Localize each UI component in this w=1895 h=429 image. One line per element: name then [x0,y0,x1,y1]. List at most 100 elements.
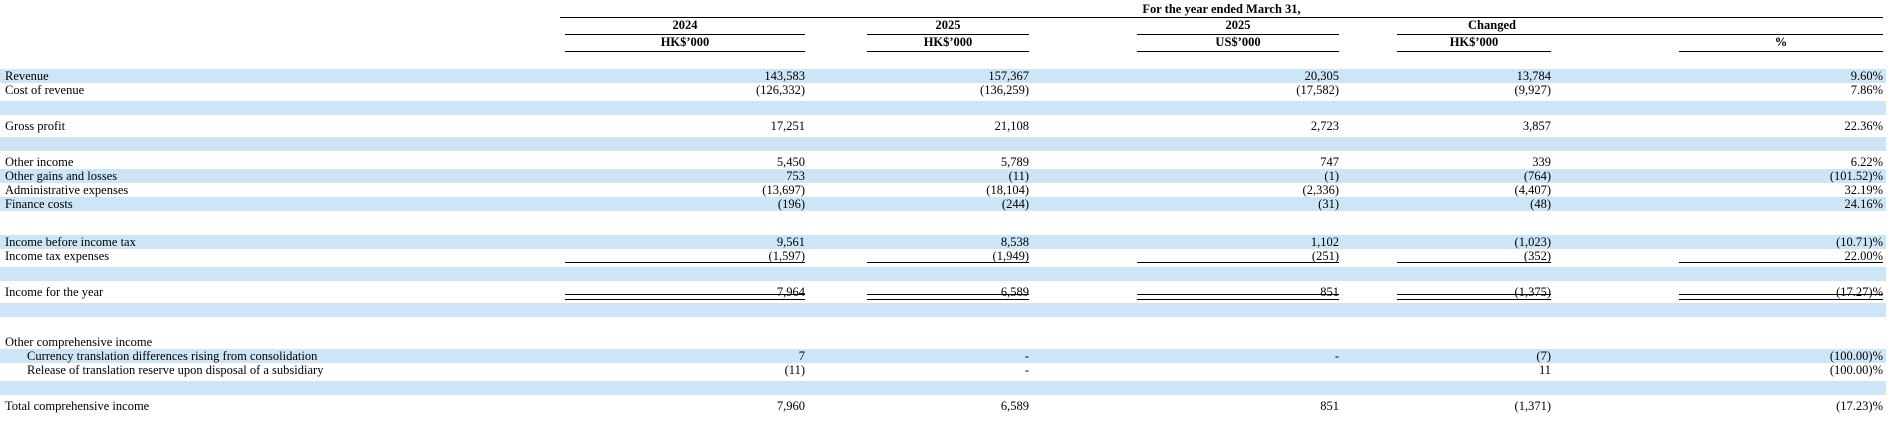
row-label: Income before income tax [5,235,136,249]
year-header-2024: 2024 [505,18,815,35]
table-row: Total comprehensive income 7,960 6,589 851 (… [0,399,1895,413]
single-subtotal-rule [1137,262,1339,263]
row-label: Currency translation differences rising … [27,349,318,363]
cell-value: 2,723 [1310,119,1339,133]
table-row: Cost of revenue (126,332) (136,259) (17,582… [0,83,1895,97]
cell-value: (1,375) [1347,285,1559,300]
cell-value [1347,335,1559,349]
cell-value: 17,251 [770,119,805,133]
cell-value: 22.36% [1844,119,1883,133]
cell-value: (1,023) [1514,235,1551,249]
single-subtotal-rule [1397,262,1551,263]
cell-value: (352) [1347,249,1559,263]
unit-header-2025-usd: US$’000 [1037,35,1347,52]
spacer-row [0,137,1895,151]
cell-value: 1,102 [1310,235,1339,249]
header-body-gap [0,52,1895,69]
header-label-spacer [0,2,505,18]
year-header-2025-usd-label: 2025 [1137,18,1339,35]
cell-value: 6,589 [815,285,1037,300]
unit-header-2025-usd-label: US$’000 [1137,35,1339,52]
cell-value: 339 [1532,155,1551,169]
cell-value: (100.00)% [1829,363,1883,377]
unit-header-changed-hkd: HK$’000 [1347,35,1559,52]
spacer-row [0,303,1895,317]
changed-header-rule [1397,34,1883,35]
cell-value: 9,561 [776,235,805,249]
cell-value: 21,108 [994,119,1029,133]
cell-value: (126,332) [756,83,805,97]
cell-value: 22.00% [1559,249,1895,263]
table-row: Revenue 143,583 157,367 20,305 13,784 9.60% [0,69,1895,83]
cell-value: (17.27)% [1559,285,1895,300]
cell-value: 24.16% [1844,197,1883,211]
cell-value: 143,583 [764,69,805,83]
table-row: Other comprehensive income [0,335,1895,349]
cell-value: (11) [784,363,805,377]
unit-header-2024: HK$’000 [505,35,815,52]
header-label-spacer [0,18,505,35]
cell-value: 747 [1320,155,1339,169]
spacer-row [0,267,1895,281]
cell-value [815,335,1037,349]
row-label: Other gains and losses [5,169,118,183]
table-row: Gross profit 17,251 21,108 2,723 3,857 22.36% [0,119,1895,133]
cell-value: (764) [1523,169,1551,183]
table-row: Income before income tax 9,561 8,538 1,102 (… [0,235,1895,249]
table-row: Income tax expenses (1,597) (1,949) (251) (3… [0,249,1895,263]
spacer-row [0,381,1895,395]
cell-value: (10.71)% [1836,235,1883,249]
cell-value: 753 [786,169,805,183]
spacer-row [0,101,1895,115]
cell-value: 9.60% [1850,69,1883,83]
cell-value: 5,450 [776,155,805,169]
cell-value: 32.19% [1844,183,1883,197]
cell-value: - [1024,363,1029,377]
cell-value: (1,371) [1514,399,1551,413]
cell-value [505,335,815,349]
cell-value: (4,407) [1514,183,1551,197]
double-total-rule [565,294,805,300]
table-row: Administrative expenses (13,697) (18,104) (… [0,183,1895,197]
cell-value: (1,949) [815,249,1037,263]
double-total-rule [867,294,1029,300]
table-header-unit-row: HK$’000 HK$’000 US$’000 HK$’000 % [0,35,1895,52]
year-header-2025-hkd-label: 2025 [867,18,1029,35]
unit-header-percent-label: % [1679,35,1883,52]
cell-value: 5,789 [1000,155,1029,169]
single-subtotal-rule [867,262,1029,263]
row-label: Other comprehensive income [5,335,153,349]
row-label: Administrative expenses [5,183,129,197]
cell-value: (251) [1037,249,1347,263]
cell-value: (1,597) [505,249,815,263]
row-label: Revenue [5,69,49,83]
period-header-group: For the year ended March 31, [505,2,1895,18]
cell-value: (196) [777,197,805,211]
row-label: Release of translation reserve upon disp… [27,363,324,377]
cell-value: (17,582) [1296,83,1339,97]
unit-header-percent: % [1559,35,1895,52]
year-header-2024-label: 2024 [565,18,805,35]
spacer-row [0,317,1895,335]
cell-value: (136,259) [980,83,1029,97]
cell-value: (11) [1008,169,1029,183]
table-row: Other gains and losses 753 (11) (1) (764) (10… [0,169,1895,183]
cell-value: 7 [798,349,805,363]
table-row: Currency translation differences rising … [0,349,1895,363]
unit-header-2024-label: HK$’000 [565,35,805,52]
cell-value: 7,960 [776,399,805,413]
cell-value: (13,697) [762,183,805,197]
changed-header-label: Changed [1468,18,1516,32]
cell-value [1037,363,1347,377]
cell-value: 8,538 [1000,235,1029,249]
cell-value: 157,367 [988,69,1029,83]
cell-value: (18,104) [986,183,1029,197]
cell-value [1559,335,1895,349]
table-row: Finance costs (196) (244) (31) (48) 24.16% [0,197,1895,211]
year-header-2025-hkd: 2025 [815,18,1037,35]
unit-header-2025-hkd-label: HK$’000 [867,35,1029,52]
cell-value: - [1334,349,1339,363]
cell-value: 20,305 [1304,69,1339,83]
table-body: Revenue 143,583 157,367 20,305 13,784 9.60% Co… [0,69,1895,413]
